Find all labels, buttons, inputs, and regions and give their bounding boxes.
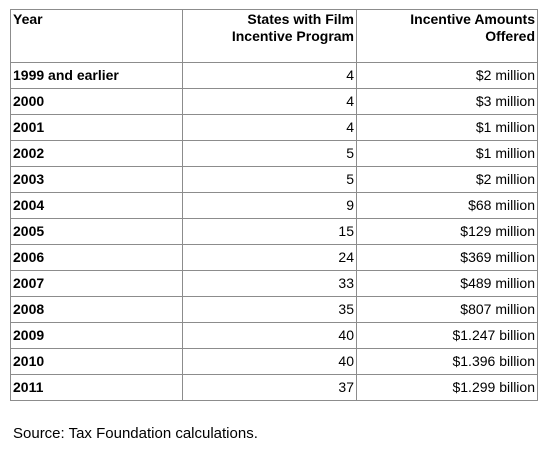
table-row: 2011 37 $1.299 billion (10, 374, 538, 401)
cell-incentive-amount: $1.247 billion (356, 322, 538, 349)
table-row: 2000 4 $3 million (10, 88, 538, 115)
cell-states-count: 24 (182, 244, 357, 271)
header-year: Year (10, 9, 183, 63)
table-body: 1999 and earlier 4 $2 million 2000 4 $3 milli… (10, 62, 538, 401)
cell-states-count: 40 (182, 348, 357, 375)
cell-year: 2006 (10, 244, 183, 271)
cell-states-count: 4 (182, 62, 357, 89)
table-row: 2002 5 $1 million (10, 140, 538, 167)
cell-year: 2000 (10, 88, 183, 115)
film-incentive-table-container: Year States with Film Incentive Program … (10, 9, 538, 401)
cell-incentive-amount: $1 million (356, 140, 538, 167)
table-header-row: Year States with Film Incentive Program … (10, 9, 538, 63)
cell-states-count: 4 (182, 88, 357, 115)
cell-year: 2004 (10, 192, 183, 219)
cell-incentive-amount: $1.299 billion (356, 374, 538, 401)
cell-states-count: 15 (182, 218, 357, 245)
cell-year: 2001 (10, 114, 183, 141)
cell-states-count: 5 (182, 166, 357, 193)
header-states-with-program: States with Film Incentive Program (182, 9, 357, 63)
cell-incentive-amount: $1.396 billion (356, 348, 538, 375)
cell-year: 2007 (10, 270, 183, 297)
cell-incentive-amount: $2 million (356, 166, 538, 193)
cell-year: 2005 (10, 218, 183, 245)
table-row: 2006 24 $369 million (10, 244, 538, 271)
cell-year: 2010 (10, 348, 183, 375)
cell-year: 2002 (10, 140, 183, 167)
cell-incentive-amount: $3 million (356, 88, 538, 115)
cell-year: 2009 (10, 322, 183, 349)
cell-incentive-amount: $489 million (356, 270, 538, 297)
table-row: 2003 5 $2 million (10, 166, 538, 193)
cell-incentive-amount: $2 million (356, 62, 538, 89)
table-row: 2005 15 $129 million (10, 218, 538, 245)
cell-states-count: 40 (182, 322, 357, 349)
cell-incentive-amount: $68 million (356, 192, 538, 219)
cell-states-count: 37 (182, 374, 357, 401)
table-row: 1999 and earlier 4 $2 million (10, 62, 538, 89)
header-incentive-amounts: Incentive Amounts Offered (356, 9, 538, 63)
source-note: Source: Tax Foundation calculations. (13, 425, 258, 442)
cell-year: 2008 (10, 296, 183, 323)
table-row: 2008 35 $807 million (10, 296, 538, 323)
cell-incentive-amount: $1 million (356, 114, 538, 141)
cell-states-count: 9 (182, 192, 357, 219)
table-row: 2001 4 $1 million (10, 114, 538, 141)
cell-year: 2011 (10, 374, 183, 401)
table-row: 2010 40 $1.396 billion (10, 348, 538, 375)
cell-states-count: 4 (182, 114, 357, 141)
cell-states-count: 33 (182, 270, 357, 297)
cell-states-count: 5 (182, 140, 357, 167)
table-row: 2007 33 $489 million (10, 270, 538, 297)
cell-year: 2003 (10, 166, 183, 193)
cell-incentive-amount: $129 million (356, 218, 538, 245)
table-row: 2009 40 $1.247 billion (10, 322, 538, 349)
film-incentive-table: Year States with Film Incentive Program … (10, 9, 538, 401)
table-row: 2004 9 $68 million (10, 192, 538, 219)
cell-incentive-amount: $369 million (356, 244, 538, 271)
cell-year: 1999 and earlier (10, 62, 183, 89)
cell-states-count: 35 (182, 296, 357, 323)
cell-incentive-amount: $807 million (356, 296, 538, 323)
